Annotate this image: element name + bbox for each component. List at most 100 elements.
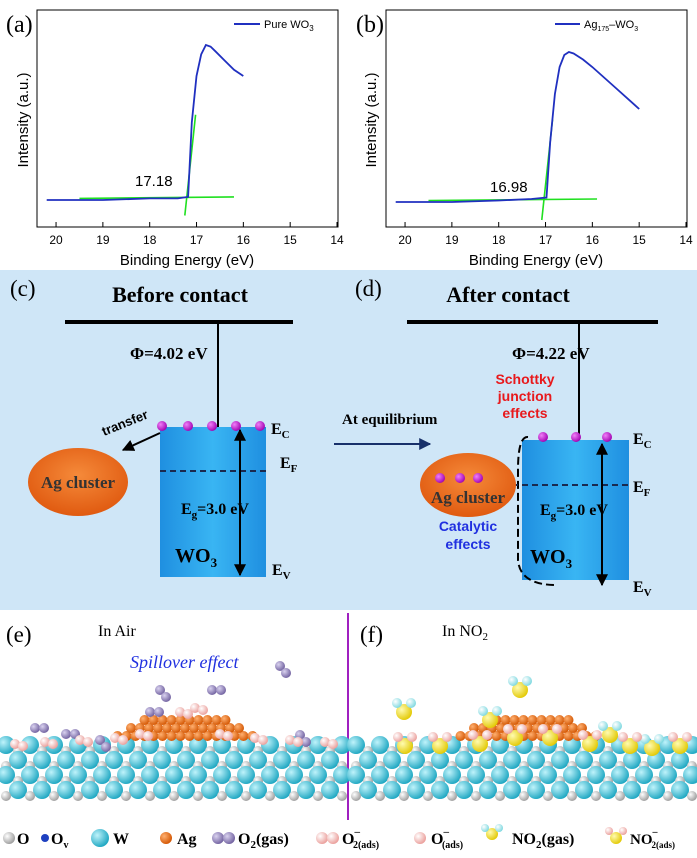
adsorbed-o-icon <box>414 832 426 844</box>
legend-o-label: O <box>17 831 29 848</box>
tungsten-atom <box>297 781 315 799</box>
tungsten-atom <box>539 766 557 784</box>
species-legend: O Ov W Ag O2(gas) O– 2(ads) O– (ads) <box>3 824 675 851</box>
panel-a-plot <box>46 43 244 216</box>
silver-atom <box>162 723 172 733</box>
no2-gas-molecule <box>612 721 622 731</box>
tungsten-atom <box>321 781 339 799</box>
adsorbed-oxygen <box>83 737 93 747</box>
panel-d-wo3-block <box>522 440 629 580</box>
tungsten-atom <box>551 781 569 799</box>
oxygen-gas-molecule <box>101 742 111 752</box>
tungsten-atom <box>395 766 413 784</box>
x-tick-label: 19 <box>96 233 110 247</box>
silver-atom <box>184 731 195 741</box>
band-diagram: (c) Before contact Φ=4.02 eV EC EF EV Eg… <box>0 270 697 610</box>
silver-atom <box>491 731 502 741</box>
panel-a-xlabel: Binding Energy (eV) <box>120 252 254 269</box>
tungsten-atom <box>141 766 159 784</box>
silver-atom <box>153 723 163 733</box>
silver-atom-icon <box>160 832 172 844</box>
no2-gas-molecule <box>406 698 416 708</box>
panel-d-ag-electrons <box>435 473 483 483</box>
adsorbed-no2 <box>578 730 588 740</box>
oxygen-atom <box>663 791 673 801</box>
tungsten-atom <box>189 766 207 784</box>
x-tick-label: 16 <box>586 233 600 247</box>
silver-atom <box>166 715 177 725</box>
panel-b: (b) Ag175–WO3 Intensity (a.u.) Binding E… <box>356 9 693 269</box>
oxygen-atom <box>217 791 227 801</box>
silver-atom <box>139 715 150 725</box>
tungsten-atom <box>69 766 87 784</box>
tungsten-atom <box>93 766 111 784</box>
adsorbed-oxygen <box>40 737 50 747</box>
tungsten-atom <box>623 751 641 769</box>
tungsten-atom <box>347 736 365 754</box>
panel-d-label: (d) <box>355 276 382 301</box>
tungsten-atom <box>213 766 231 784</box>
silver-atom <box>211 715 222 725</box>
x-tick-label: 20 <box>49 233 63 247</box>
panel-c-transfer-arrow <box>121 432 161 451</box>
tungsten-atom <box>81 751 99 769</box>
tungsten-atom <box>551 751 569 769</box>
tungsten-atom <box>671 751 689 769</box>
tungsten-atom <box>153 751 171 769</box>
oxygen-atom <box>49 791 59 801</box>
no2-gas-molecule <box>392 698 402 708</box>
panel-c-ec: EC <box>271 421 290 441</box>
x-tick-label: 14 <box>679 233 693 247</box>
electron <box>207 421 217 431</box>
silver-atom <box>180 723 190 733</box>
oxygen-atom-icon <box>3 832 15 844</box>
panel-b-ylabel: Intensity (a.u.) <box>363 72 380 167</box>
panel-d-catalytic-line2: effects <box>445 536 490 552</box>
oxygen-gas-molecule <box>154 707 164 717</box>
silver-atom <box>527 715 538 725</box>
adsorbed-oxygen <box>175 707 185 717</box>
legend-o2-gas-label: O2(gas) <box>238 831 289 851</box>
tungsten-atom <box>273 781 291 799</box>
legend-w-label: W <box>113 831 129 848</box>
tungsten-atom <box>515 766 533 784</box>
oxygen-gas-molecule <box>145 707 155 717</box>
panel-d-schottky-line2: junction <box>497 388 552 404</box>
electron <box>183 421 193 431</box>
panel-b-label: (b) <box>356 12 384 38</box>
oxygen-gas-molecule <box>95 735 105 745</box>
silver-atom <box>198 723 208 733</box>
tungsten-atom <box>479 751 497 769</box>
adsorbed-oxygen <box>143 731 153 741</box>
tungsten-atom <box>201 751 219 769</box>
panel-e-molecules <box>10 661 338 752</box>
x-tick-label: 15 <box>632 233 646 247</box>
legend-no2-gas: NO2(gas) <box>481 824 574 851</box>
x-tick-label: 20 <box>398 233 412 247</box>
panel-c-ag-label: Ag cluster <box>41 473 116 492</box>
silver-atom <box>148 715 159 725</box>
adsorbed-oxygen <box>118 735 128 745</box>
silver-atom <box>175 731 186 741</box>
tungsten-atom <box>467 766 485 784</box>
panel-a-annotation: 17.18 <box>135 173 173 190</box>
tungsten-atom <box>635 766 653 784</box>
legend-ag: Ag <box>160 831 197 848</box>
tungsten-atom <box>431 751 449 769</box>
panel-e-label: (e) <box>6 622 32 647</box>
tungsten-atom <box>177 781 195 799</box>
panel-c-wo3-block <box>160 427 266 577</box>
oxygen-atom <box>495 791 505 801</box>
adsorbed-no2 <box>682 732 692 742</box>
oxygen-gas-molecule <box>275 661 285 671</box>
x-tick-label: 19 <box>445 233 459 247</box>
tungsten-atom <box>503 781 521 799</box>
silver-atom <box>193 715 204 725</box>
legend-o2-gas: O2(gas) <box>212 831 289 851</box>
adsorbed-no2 <box>517 724 527 734</box>
tungsten-atom <box>201 781 219 799</box>
no2-oxygen-icon <box>605 827 613 835</box>
panel-c-ev: EV <box>272 562 291 582</box>
panel-b-legend: Ag175–WO3 <box>584 19 638 33</box>
